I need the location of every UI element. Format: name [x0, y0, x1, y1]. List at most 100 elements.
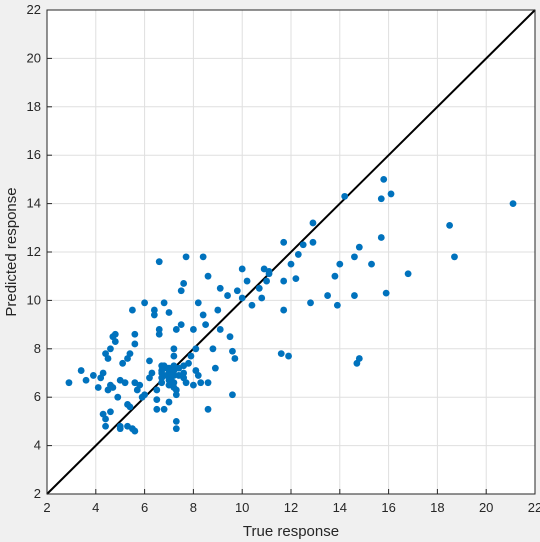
- data-point: [131, 330, 139, 338]
- data-point: [102, 350, 109, 358]
- data-point: [172, 425, 180, 433]
- data-point: [153, 396, 161, 404]
- data-point: [170, 379, 178, 387]
- data-point: [170, 372, 178, 379]
- y-tick-label: 16: [27, 147, 41, 162]
- data-point: [155, 330, 163, 338]
- data-point: [280, 277, 288, 285]
- data-point: [160, 405, 168, 413]
- y-tick-label: 8: [34, 341, 41, 356]
- y-tick-label: 20: [27, 50, 41, 65]
- data-point: [509, 200, 517, 208]
- data-point: [109, 384, 117, 391]
- data-point: [446, 221, 453, 229]
- data-point: [377, 195, 385, 203]
- data-point: [211, 364, 219, 372]
- y-tick-label: 4: [34, 438, 41, 453]
- data-point: [233, 287, 241, 295]
- data-point: [202, 321, 210, 328]
- data-point: [331, 272, 339, 280]
- y-tick-label: 6: [34, 389, 41, 404]
- data-point: [231, 355, 239, 362]
- data-point: [177, 321, 185, 328]
- data-point: [172, 391, 180, 399]
- data-point: [451, 253, 458, 261]
- y-tick-label: 14: [27, 196, 41, 211]
- data-points: [65, 176, 517, 435]
- data-point: [82, 376, 90, 384]
- data-point: [131, 427, 139, 435]
- data-point: [229, 347, 236, 355]
- data-point: [141, 391, 149, 399]
- data-point: [102, 422, 109, 430]
- y-tick-label: 22: [27, 2, 41, 17]
- data-point: [280, 306, 288, 314]
- data-point: [324, 292, 331, 299]
- data-point: [136, 381, 144, 389]
- data-point: [107, 345, 114, 353]
- data-point: [216, 326, 224, 333]
- data-point: [204, 379, 212, 387]
- data-point: [377, 234, 385, 241]
- data-point: [182, 379, 190, 387]
- data-point: [216, 284, 224, 292]
- data-point: [387, 190, 395, 198]
- data-point: [65, 379, 73, 387]
- data-point: [172, 326, 180, 333]
- data-point: [180, 369, 188, 377]
- data-point: [368, 260, 375, 268]
- x-tick-labels: 2 4 6 8 10 12 14 16 18 20 22: [43, 489, 540, 515]
- data-point: [126, 403, 134, 411]
- data-point: [172, 386, 180, 394]
- data-point: [182, 253, 190, 261]
- y-tick-label: 2: [34, 486, 41, 501]
- x-tick-label: 12: [284, 500, 298, 515]
- data-point: [307, 299, 314, 307]
- data-point: [351, 253, 358, 261]
- data-point: [148, 369, 156, 377]
- data-point: [77, 367, 85, 374]
- x-tick-label: 14: [333, 500, 347, 515]
- data-point: [165, 309, 173, 316]
- data-point: [160, 299, 168, 307]
- x-tick-label: 4: [92, 500, 99, 515]
- data-point: [197, 379, 205, 387]
- x-tick-label: 6: [141, 500, 148, 515]
- data-point: [299, 241, 307, 249]
- x-tick-label: 16: [381, 500, 395, 515]
- data-point: [131, 340, 139, 348]
- data-point: [285, 352, 292, 360]
- data-point: [380, 176, 388, 183]
- data-point: [277, 350, 285, 358]
- data-point: [226, 333, 234, 341]
- data-point: [180, 280, 188, 287]
- data-point: [99, 369, 107, 377]
- x-tick-label: 8: [190, 500, 197, 515]
- data-point: [263, 277, 270, 285]
- data-point: [111, 330, 119, 338]
- data-point: [341, 192, 349, 200]
- data-point: [292, 275, 300, 283]
- data-point: [355, 243, 363, 251]
- data-point: [287, 260, 295, 268]
- data-point: [238, 294, 246, 302]
- y-tick-label: 18: [27, 99, 41, 114]
- y-tick-label: 10: [27, 292, 41, 307]
- y-tick-label: 12: [27, 244, 41, 259]
- data-point: [404, 270, 412, 278]
- data-point: [158, 379, 166, 387]
- data-point: [336, 260, 344, 268]
- data-point: [333, 301, 341, 309]
- data-point: [185, 359, 192, 367]
- data-point: [94, 384, 102, 391]
- y-tick-labels: 2 4 6 8 10 12 14 16 18 20 22: [27, 2, 52, 501]
- data-point: [280, 238, 288, 246]
- x-tick-label: 2: [43, 500, 50, 515]
- x-tick-label: 18: [430, 500, 444, 515]
- data-point: [155, 258, 163, 266]
- data-point: [199, 253, 207, 261]
- data-point: [150, 306, 158, 314]
- data-point: [153, 386, 161, 394]
- data-point: [199, 311, 207, 319]
